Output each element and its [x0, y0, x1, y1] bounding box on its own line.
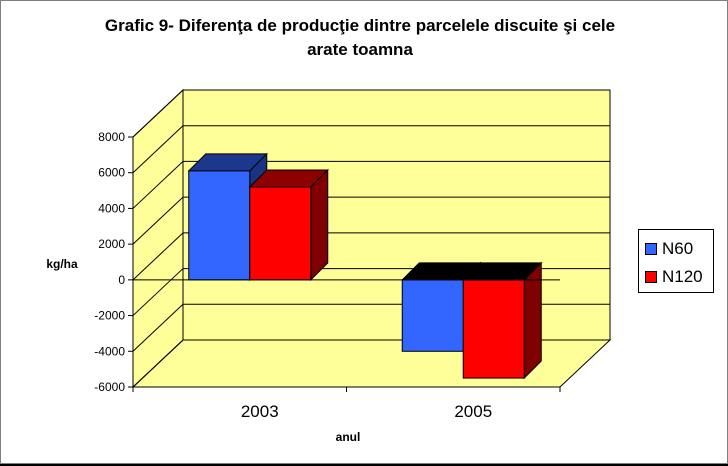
gridline: [132, 125, 610, 174]
legend-swatch-n60: [645, 243, 657, 255]
y-axis-label: kg/ha: [46, 257, 78, 271]
legend-label-n120: N120: [662, 267, 703, 286]
legend-item-n60: N60: [645, 238, 693, 260]
gridline: [132, 89, 610, 138]
legend-item-n120: N120: [645, 266, 703, 288]
legend-label-n60: N60: [662, 239, 694, 258]
bar-n60-2003: [188, 170, 251, 281]
chart-side-wall: [132, 88, 184, 389]
y-tick-label: 8000: [98, 130, 125, 144]
gridline: [132, 196, 610, 245]
y-tick-label: -4000: [94, 344, 125, 358]
x-tick-label-2003: 2003: [241, 402, 279, 421]
y-tick-label: 0: [118, 273, 125, 287]
x-axis-label: anul: [336, 430, 361, 444]
legend: N60 N120: [638, 229, 714, 293]
x-tick-label-2005: 2005: [454, 402, 492, 421]
bar-n120-2003-side: [310, 168, 329, 282]
y-tick-label: 4000: [98, 201, 125, 215]
chart-title-line-1: Grafic 9- Diferenţa de producţie dintre …: [105, 16, 615, 35]
y-tick-label: -6000: [94, 380, 125, 394]
bar-n60-2005: [401, 279, 464, 352]
y-tick-label: 2000: [98, 237, 125, 251]
y-tick-label: 6000: [98, 166, 125, 180]
legend-swatch-n120: [645, 271, 657, 283]
plot-area: 8000 6000 4000 2000 0 -2000 -4000 -6000 2003 2005: [94, 88, 612, 421]
chart-title: Grafic 9- Diferenţa de producţie dintre …: [105, 16, 615, 59]
gridline: [132, 160, 610, 209]
gridline: [132, 232, 610, 281]
bar-n120-2005: [462, 279, 525, 379]
chart-title-line-2: arate toamna: [307, 40, 413, 59]
y-tick-label: -2000: [94, 309, 125, 323]
bar-n120-2003: [249, 186, 312, 281]
